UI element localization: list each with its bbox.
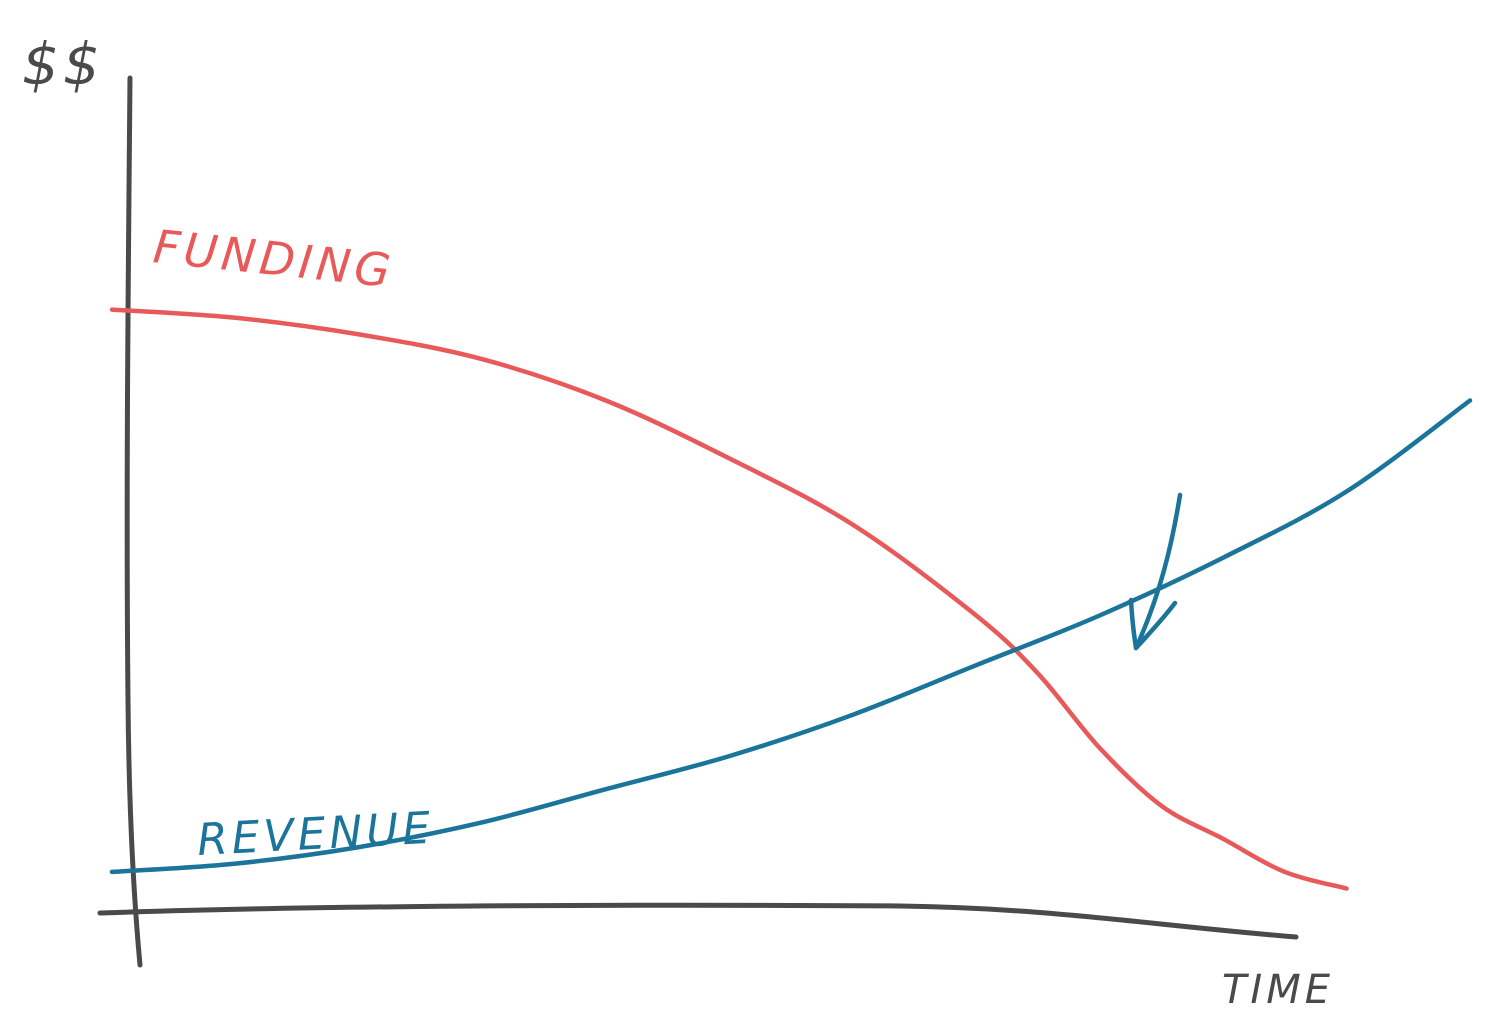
funding-series-label: FUNDING <box>151 219 397 298</box>
funding-line <box>109 307 1349 891</box>
x-axis-label: TIME <box>1222 967 1334 1013</box>
arrow-shaft <box>1133 492 1183 651</box>
arrow-head <box>1128 597 1178 651</box>
revenue-series-label: REVENUE <box>196 803 436 866</box>
revenue-line <box>109 398 1473 875</box>
y-axis-label: $$ <box>22 30 104 98</box>
crossover-arrow-icon <box>1128 492 1183 651</box>
y-axis <box>124 75 143 968</box>
x-axis <box>97 902 1299 940</box>
